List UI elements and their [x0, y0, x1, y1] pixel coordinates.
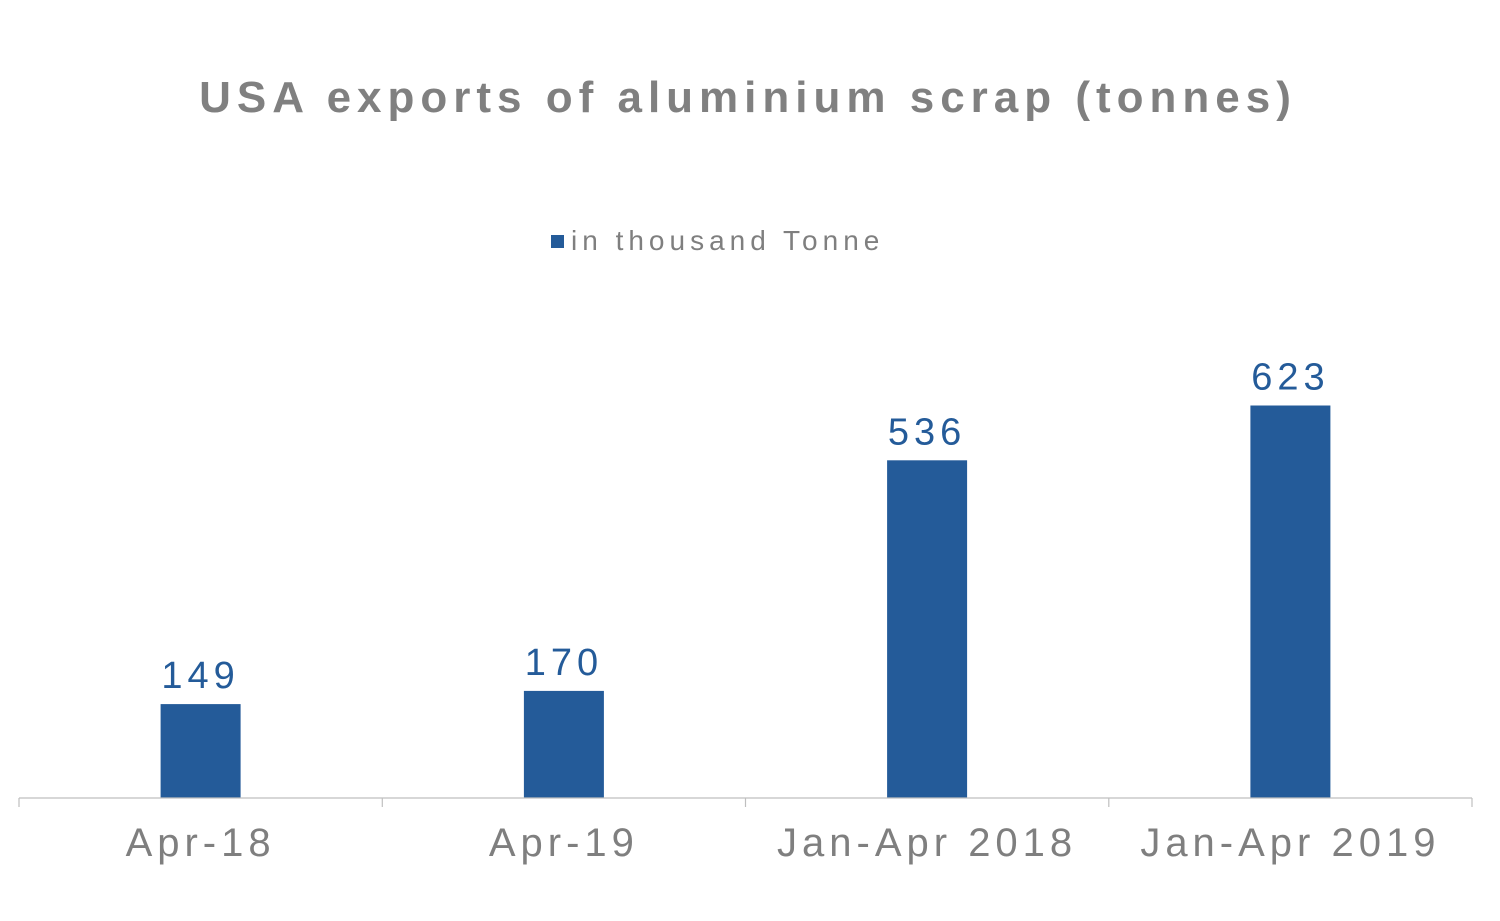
bar: [887, 460, 968, 798]
legend-swatch: [551, 235, 564, 248]
bars: [160, 405, 1331, 798]
bar: [1250, 405, 1331, 798]
x-tick-label: Jan-Apr 2018: [777, 821, 1077, 865]
x-tick-label: Apr-19: [489, 821, 639, 865]
x-axis-ticks: [18, 798, 1473, 807]
x-tick-label: Jan-Apr 2019: [1140, 821, 1440, 865]
data-label: 623: [1251, 357, 1329, 399]
data-label: 170: [525, 642, 603, 684]
x-axis: Apr-18 Apr-19 Jan-Apr 2018 Jan-Apr 2019: [18, 797, 1473, 865]
x-axis-labels: Apr-18 Apr-19 Jan-Apr 2018 Jan-Apr 2019: [126, 821, 1440, 865]
chart-title: USA exports of aluminium scrap (tonnes): [199, 73, 1297, 122]
bar: [160, 704, 241, 798]
bar: [523, 690, 604, 798]
data-labels: 149 170 536 623: [161, 357, 1329, 698]
x-tick-label: Apr-18: [126, 821, 276, 865]
legend: in thousand Tonne: [551, 225, 884, 256]
data-label: 536: [888, 411, 966, 453]
data-label: 149: [161, 655, 239, 697]
legend-label: in thousand Tonne: [571, 225, 884, 256]
